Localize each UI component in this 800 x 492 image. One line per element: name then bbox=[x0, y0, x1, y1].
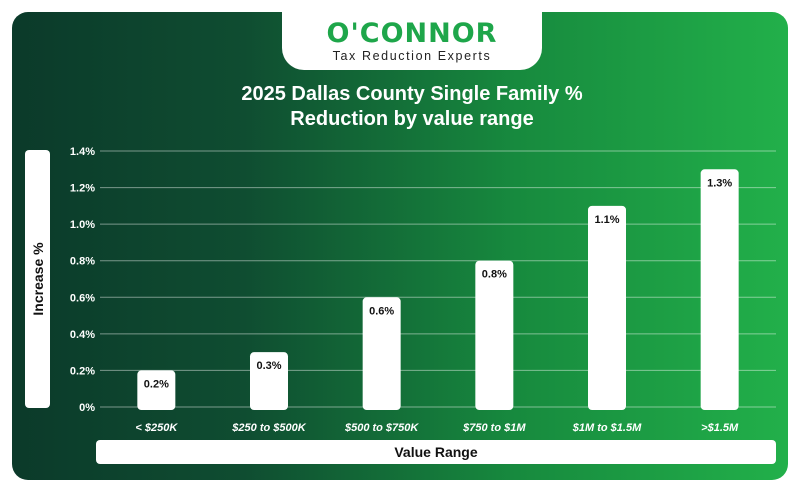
x-tick-label: $750 to $1M bbox=[462, 422, 526, 434]
bar-chart: 0% 0.2% 0.4% 0.6% 0.8% 1.0% 1.2% 1.4% 0.2% < $250… bbox=[70, 146, 776, 434]
x-tick-label: < $250K bbox=[135, 422, 178, 434]
bar bbox=[475, 260, 514, 410]
chart-card: O'CONNOR Tax Reduction Experts 2025 Dall… bbox=[12, 12, 788, 480]
bar bbox=[362, 297, 401, 410]
bar bbox=[700, 169, 739, 410]
x-axis-label-box: Value Range bbox=[96, 440, 776, 464]
chart-title: 2025 Dallas County Single Family % Reduc… bbox=[172, 82, 652, 132]
y-tick-label: 0.6% bbox=[70, 292, 95, 304]
y-tick-label: 0.8% bbox=[70, 256, 95, 268]
x-tick-label: >$1.5M bbox=[701, 422, 739, 434]
y-tick-label: 1.4% bbox=[70, 146, 95, 158]
y-tick-label: 0.2% bbox=[70, 365, 95, 377]
data-label: 0.2% bbox=[144, 378, 169, 390]
data-label: 0.8% bbox=[482, 269, 507, 281]
data-label: 1.1% bbox=[594, 214, 619, 226]
brand-logo: O'CONNOR bbox=[326, 18, 498, 49]
data-label: 0.6% bbox=[369, 305, 394, 317]
y-tick-label: 0% bbox=[79, 402, 95, 414]
x-tick-label: $250 to $500K bbox=[231, 422, 306, 434]
data-label: 0.3% bbox=[256, 360, 281, 372]
chart-title-line-2: Reduction by value range bbox=[290, 108, 534, 130]
logo-tab: O'CONNOR Tax Reduction Experts bbox=[282, 12, 542, 70]
y-tick-label: 1.2% bbox=[70, 183, 95, 195]
x-tick-label: $1M to $1.5M bbox=[572, 422, 642, 434]
data-label: 1.3% bbox=[707, 177, 732, 189]
bar bbox=[588, 205, 626, 410]
bar bbox=[137, 370, 176, 410]
bar bbox=[250, 352, 288, 410]
x-axis-label: Value Range bbox=[394, 444, 478, 460]
y-tick-label: 0.4% bbox=[70, 329, 95, 341]
y-axis-label-box bbox=[25, 150, 50, 408]
y-tick-label: 1.0% bbox=[70, 219, 95, 231]
chart-title-line-1: 2025 Dallas County Single Family % bbox=[241, 83, 583, 105]
x-tick-label: $500 to $750K bbox=[344, 422, 419, 434]
brand-tagline: Tax Reduction Experts bbox=[332, 49, 492, 63]
